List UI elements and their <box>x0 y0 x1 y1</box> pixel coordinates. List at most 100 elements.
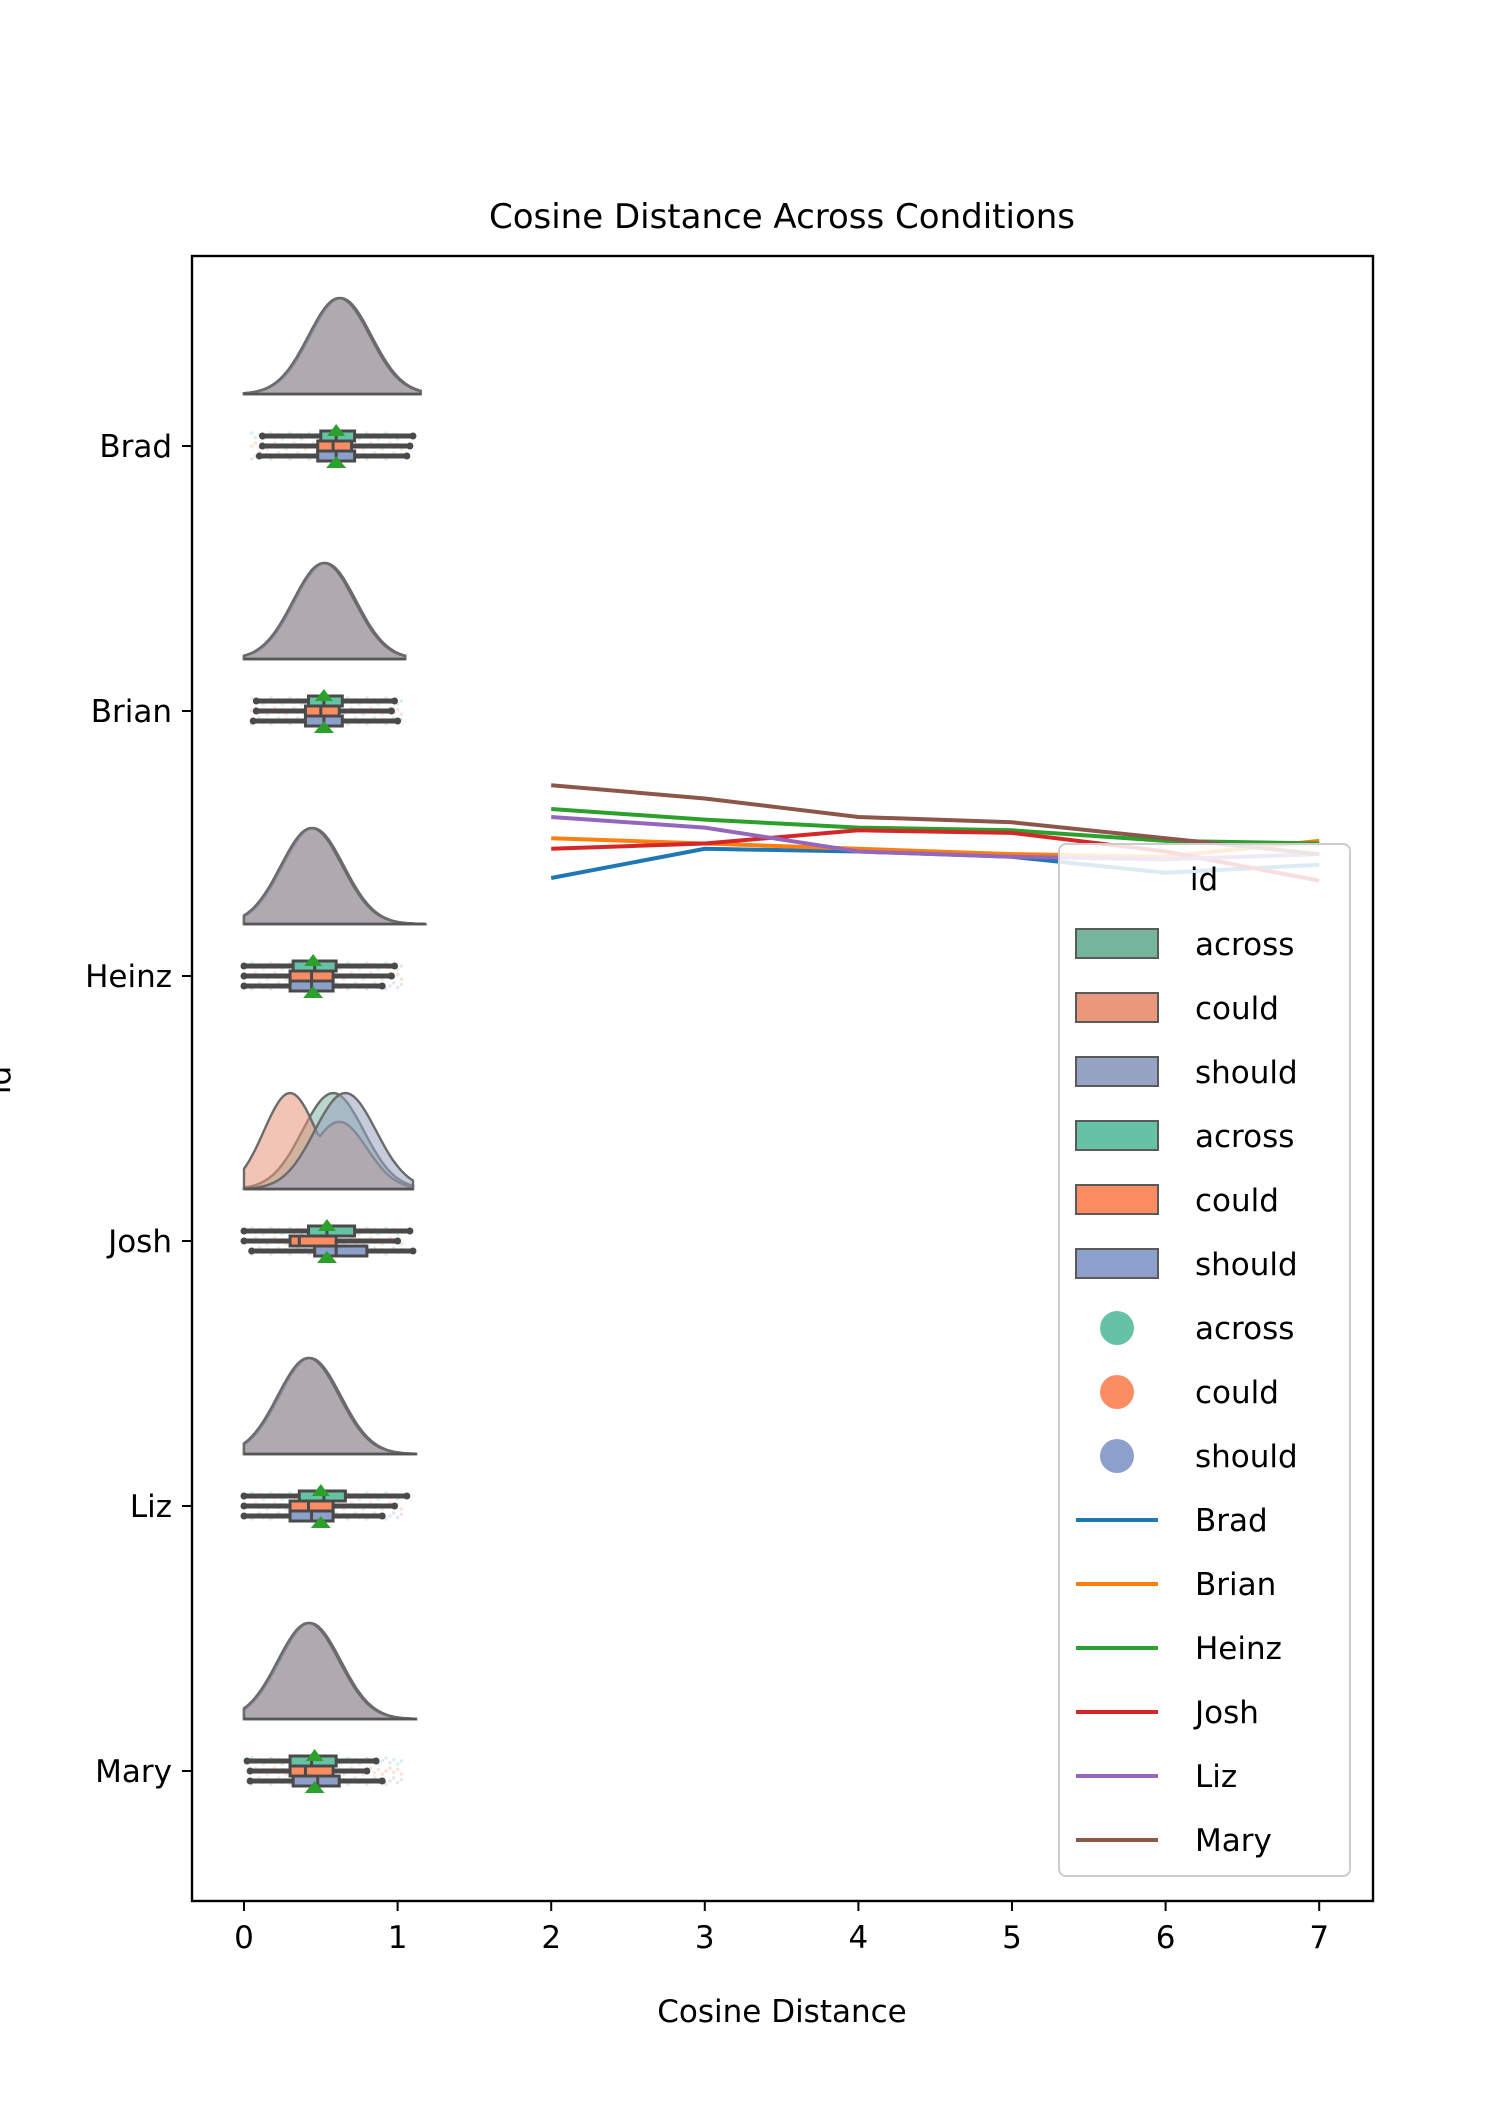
rain-point <box>368 1766 373 1770</box>
rain-point <box>380 1759 385 1763</box>
legend-swatch-across <box>1075 1120 1159 1151</box>
mean-marker <box>316 1251 337 1263</box>
whisker-cap <box>240 1492 248 1500</box>
kde-should <box>242 1621 418 1721</box>
whisker-cap <box>240 982 248 990</box>
whisker-cap <box>248 1247 256 1255</box>
whisker-cap <box>391 962 399 970</box>
rain-point <box>399 964 404 968</box>
rain-point <box>376 1767 381 1772</box>
whisker-cap <box>403 452 411 460</box>
rain-point <box>399 977 404 981</box>
legend-label: could <box>1195 1183 1279 1219</box>
rain-point <box>399 1507 404 1511</box>
rain-point <box>399 1242 404 1246</box>
whisker-cap <box>406 1227 414 1235</box>
whisker-cap <box>258 432 266 440</box>
chart-title: Cosine Distance Across Conditions <box>489 197 1075 237</box>
rain-point <box>399 1772 404 1776</box>
mean-marker <box>327 424 346 436</box>
distribution-liz <box>240 1356 418 1528</box>
legend-label: could <box>1195 1375 1279 1411</box>
whisker-cap <box>378 1777 386 1785</box>
x-tick-label: 6 <box>1156 1920 1176 1956</box>
rain-point <box>384 1782 388 1786</box>
rain-point <box>395 1515 400 1520</box>
box-should <box>313 1244 369 1258</box>
mean-marker <box>314 689 333 701</box>
rain-point <box>249 696 254 700</box>
legend-marker-should <box>1100 1439 1134 1473</box>
distribution-heinz <box>240 826 428 998</box>
legend-label: should <box>1195 1439 1298 1475</box>
mean-marker <box>305 1749 324 1761</box>
whisker-cap <box>378 982 386 990</box>
series-line-mary <box>551 783 1320 857</box>
legend-label: should <box>1195 1247 1298 1283</box>
distribution-brad <box>242 296 422 468</box>
kde-should <box>242 826 428 926</box>
kde-should <box>242 1356 418 1456</box>
legend-label: across <box>1195 1119 1294 1155</box>
legend-swatch-should <box>1075 1056 1159 1087</box>
x-tick-label: 4 <box>849 1920 869 1956</box>
legend-swatch-should <box>1075 1248 1159 1279</box>
whisker-cap <box>246 1777 254 1785</box>
x-axis: 0 1 2 3 4 5 6 7 <box>234 1901 1329 1956</box>
x-tick-label: 2 <box>541 1920 561 1956</box>
whisker-cap <box>249 717 257 725</box>
legend-label: across <box>1195 927 1294 963</box>
mean-marker <box>311 1484 330 1496</box>
kde-should <box>242 296 422 396</box>
rain-point <box>384 987 388 991</box>
rain-point <box>249 431 254 435</box>
legend-swatch-across <box>1075 928 1159 959</box>
mean-marker <box>317 1219 336 1231</box>
legend-marker-could <box>1100 1375 1134 1409</box>
legend-label: Brad <box>1195 1503 1268 1539</box>
box-could <box>288 1234 338 1248</box>
whisker-cap <box>409 432 417 440</box>
rain-point <box>384 1769 388 1773</box>
legend-label: Mary <box>1195 1823 1272 1859</box>
whisker-cap <box>252 697 260 705</box>
rain-point <box>388 1760 392 1765</box>
kde-should <box>242 561 407 661</box>
whisker-cap <box>391 1502 399 1510</box>
whisker-cap <box>240 962 248 970</box>
whisker-cap <box>394 717 402 725</box>
whisker-cap <box>372 1757 380 1765</box>
x-tick-label: 7 <box>1309 1920 1329 1956</box>
whisker-cap <box>246 1767 254 1775</box>
mean-marker <box>326 456 347 468</box>
y-axis-label: id <box>0 1066 18 1094</box>
rain-point <box>391 1776 396 1780</box>
rain-point <box>253 435 258 440</box>
legend-label: Josh <box>1193 1695 1259 1731</box>
rain-point <box>399 699 404 703</box>
whisker-cap <box>409 1247 417 1255</box>
y-tick-label: Mary <box>95 1754 172 1790</box>
whisker-cap <box>240 1237 248 1245</box>
rain-point <box>388 1779 392 1783</box>
whisker-cap <box>363 1767 371 1775</box>
y-tick-label: Josh <box>106 1224 172 1260</box>
rain-point <box>399 1759 404 1763</box>
mean-marker <box>304 954 323 966</box>
rain-point <box>384 1756 388 1760</box>
rain-point <box>391 1770 396 1775</box>
rain-point <box>253 441 258 445</box>
whisker-cap <box>387 972 395 980</box>
distribution-mary <box>242 1621 418 1793</box>
y-tick-label: Liz <box>130 1489 172 1525</box>
legend-label: Brian <box>1195 1567 1276 1603</box>
rain-point <box>395 985 400 990</box>
legend-box <box>1058 843 1351 1877</box>
mean-marker <box>304 1781 325 1793</box>
legend-label: Liz <box>1195 1759 1237 1795</box>
y-tick-label: Brad <box>99 429 172 465</box>
rain-point <box>384 1517 388 1521</box>
y-axis: Brad Brian Heinz Josh Liz Mary <box>85 429 192 1790</box>
mean-marker <box>310 1516 331 1528</box>
whisker-cap <box>252 707 260 715</box>
